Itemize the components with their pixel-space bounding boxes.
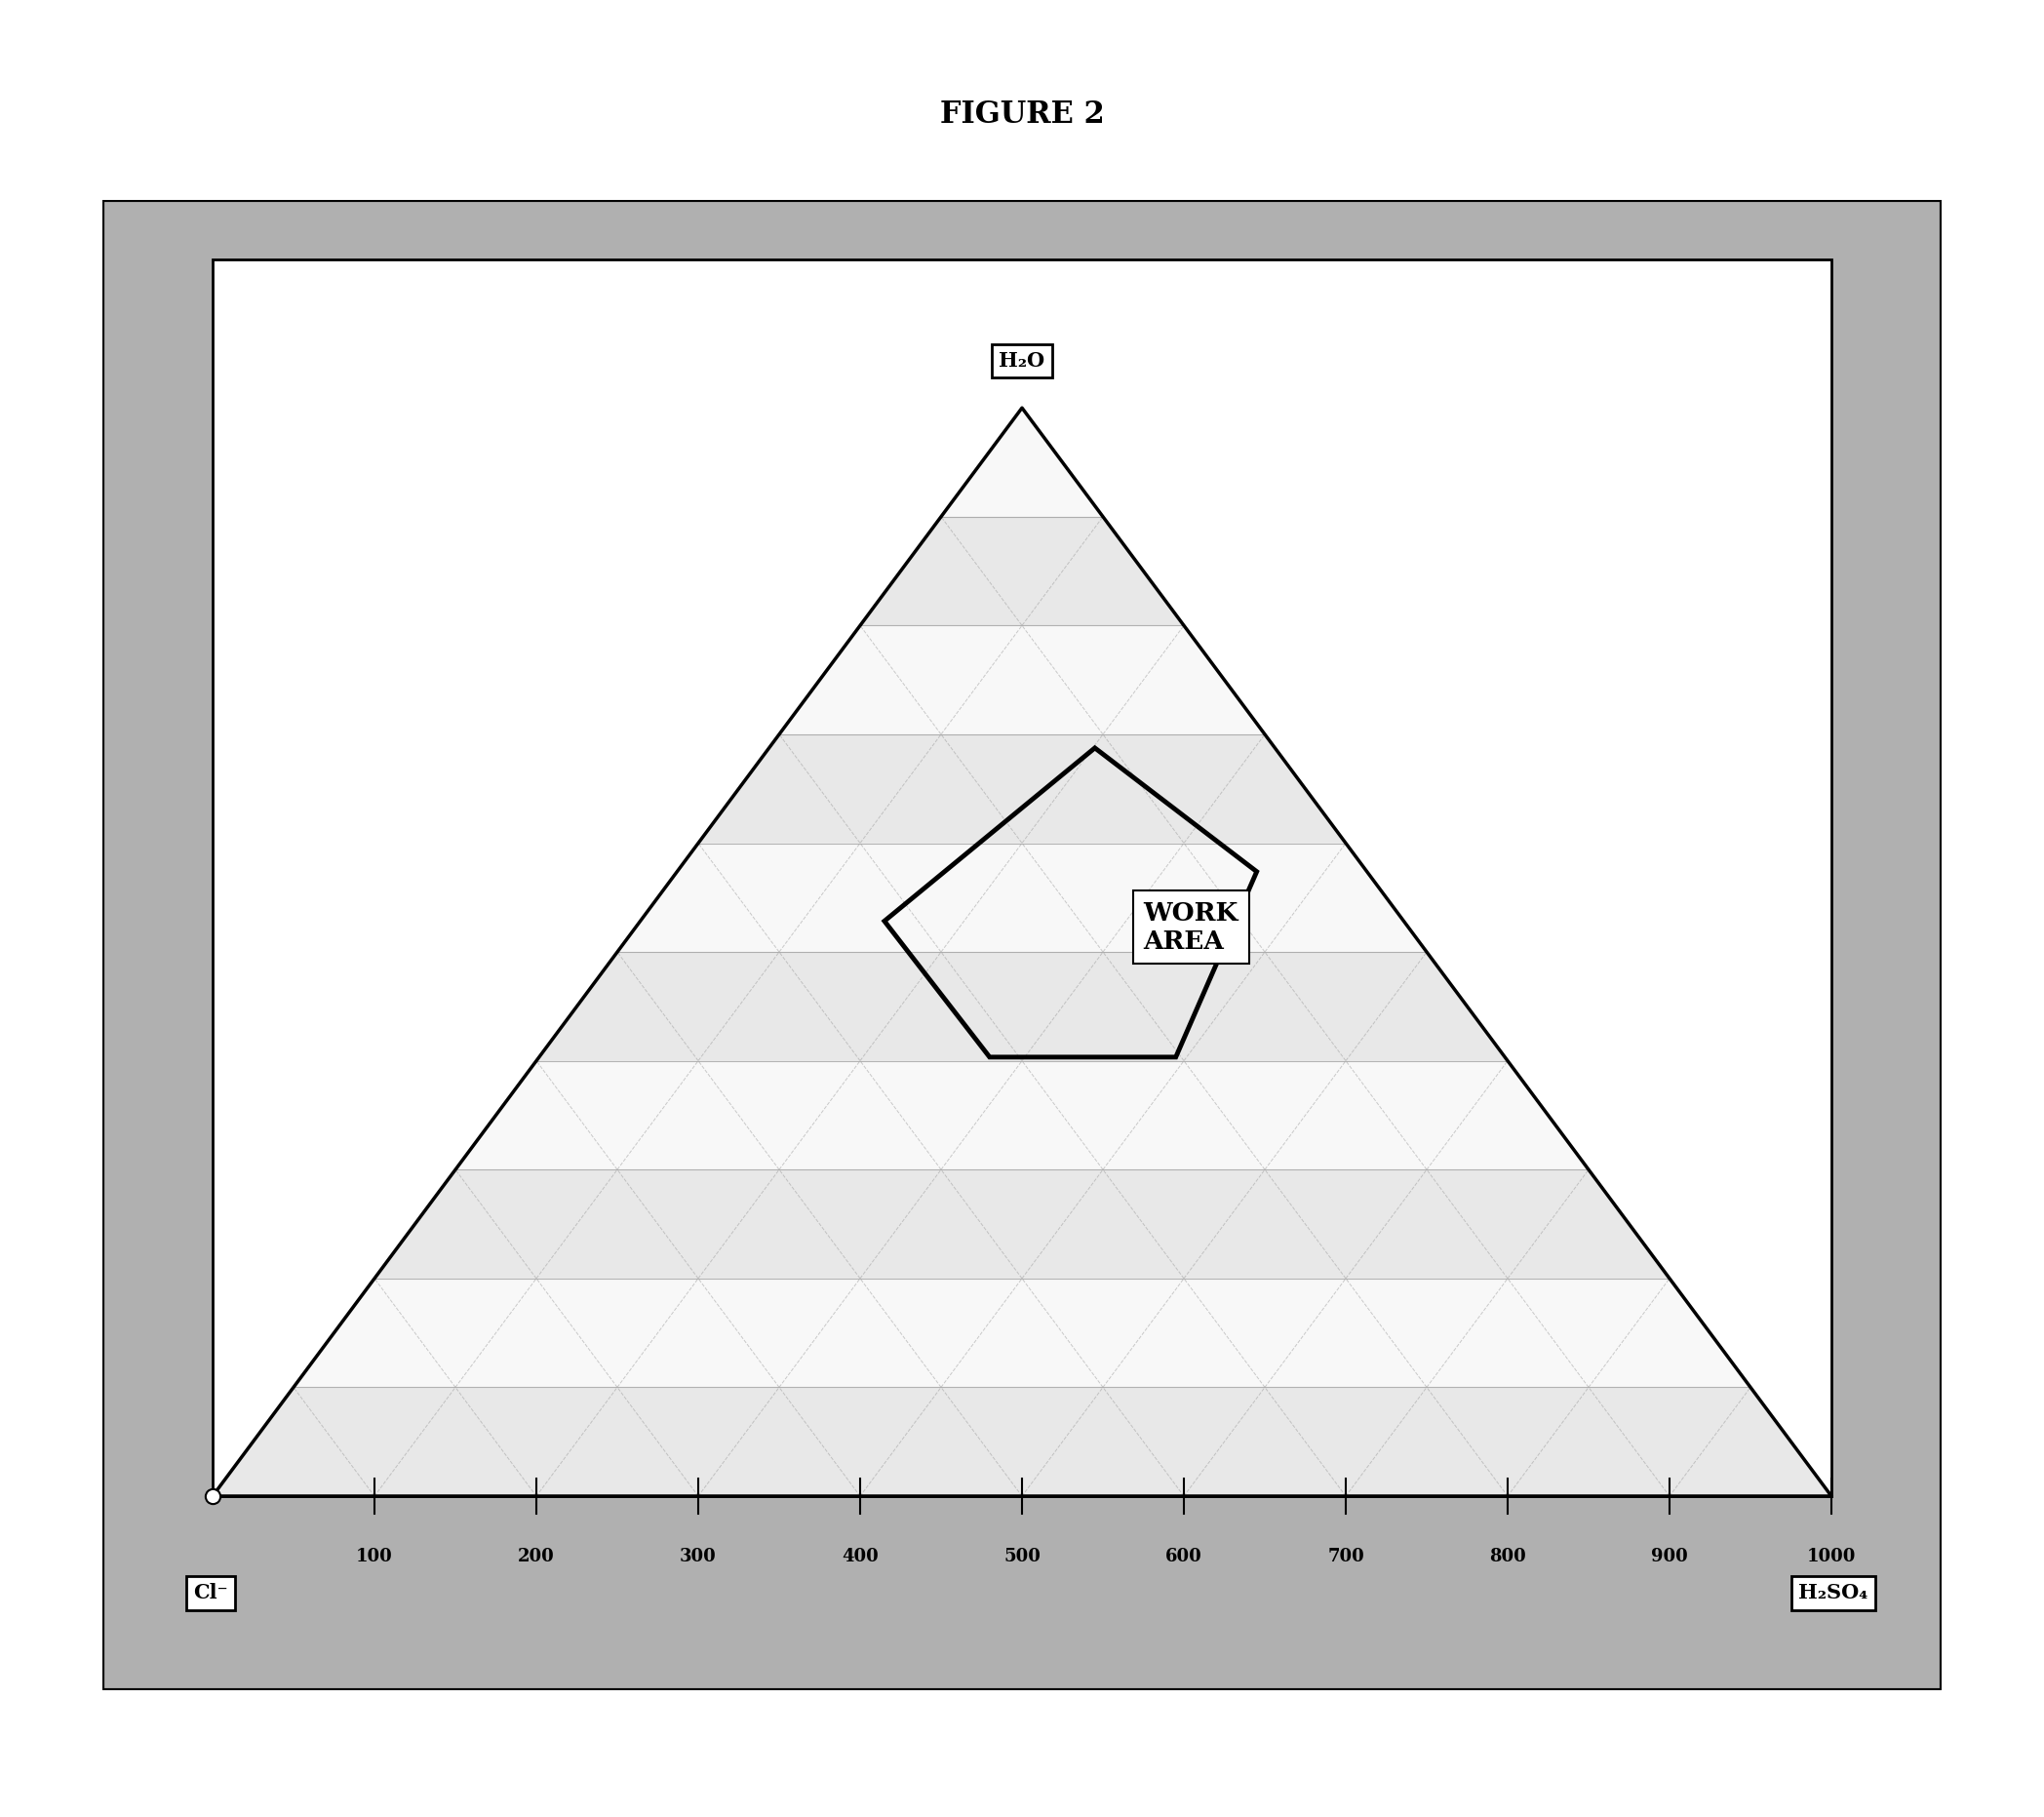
Text: H₂O: H₂O [1000, 351, 1044, 371]
Text: 300: 300 [681, 1548, 717, 1566]
Text: 700: 700 [1327, 1548, 1363, 1566]
Polygon shape [536, 952, 1508, 1061]
FancyBboxPatch shape [213, 260, 1831, 1495]
Polygon shape [213, 407, 1831, 1495]
FancyBboxPatch shape [102, 200, 1942, 1690]
Text: 500: 500 [1004, 1548, 1040, 1566]
Text: 800: 800 [1490, 1548, 1527, 1566]
Polygon shape [617, 843, 1427, 952]
Text: 100: 100 [356, 1548, 392, 1566]
Text: 900: 900 [1652, 1548, 1688, 1566]
Polygon shape [374, 1170, 1670, 1279]
Text: 1000: 1000 [1807, 1548, 1856, 1566]
Polygon shape [861, 516, 1183, 625]
Polygon shape [940, 407, 1104, 516]
Polygon shape [213, 1388, 1831, 1495]
Text: H₂SO₄: H₂SO₄ [1799, 1583, 1868, 1603]
Text: 200: 200 [517, 1548, 554, 1566]
Polygon shape [456, 1061, 1588, 1170]
Polygon shape [779, 625, 1265, 734]
Text: WORK
AREA: WORK AREA [1143, 901, 1239, 954]
Text: 400: 400 [842, 1548, 879, 1566]
Polygon shape [294, 1279, 1750, 1388]
Text: 600: 600 [1165, 1548, 1202, 1566]
Text: FIGURE 2: FIGURE 2 [940, 100, 1104, 131]
Text: Cl⁻: Cl⁻ [194, 1583, 229, 1603]
Polygon shape [699, 734, 1345, 843]
